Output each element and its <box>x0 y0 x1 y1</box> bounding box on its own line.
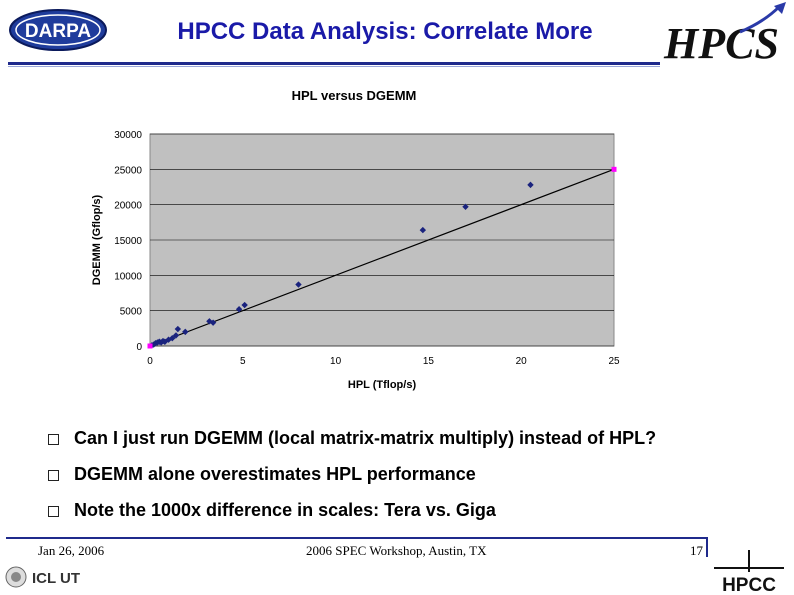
data-point-diamond <box>527 181 534 189</box>
bullet-list: Can I just run DGEMM (local matrix-matri… <box>48 424 788 532</box>
bullet-text: Note the 1000x difference in scales: Ter… <box>74 500 496 520</box>
x-axis-label: HPL (Tflop/s) <box>348 379 417 391</box>
x-tick-label: 20 <box>516 356 528 367</box>
data-point-diamond <box>462 203 469 210</box>
data-point-diamond <box>235 306 243 313</box>
hpcc-logo-text: HPCC <box>722 575 776 594</box>
y-tick-label: 25000 <box>114 165 142 176</box>
y-tick-label: 10000 <box>114 271 142 282</box>
x-tick-label: 10 <box>330 356 342 367</box>
bullet-marker <box>48 434 59 445</box>
darpa-logo: DARPA <box>9 9 107 51</box>
x-tick-label: 5 <box>240 356 246 367</box>
footer-rule-vertical <box>706 537 708 557</box>
y-tick-label: 0 <box>136 342 142 353</box>
data-point-diamond <box>295 281 302 288</box>
data-point-diamond <box>172 332 180 339</box>
bullet-text: DGEMM alone overestimates HPL performanc… <box>74 464 476 484</box>
hpcc-logo: HPCC <box>714 550 784 594</box>
x-tick-label: 25 <box>608 356 620 367</box>
title-rule <box>8 62 660 65</box>
y-tick-label: 20000 <box>114 201 142 212</box>
slide-title: HPCC Data Analysis: Correlate More <box>177 18 593 45</box>
bullet-marker <box>48 470 59 481</box>
x-tick-label: 15 <box>423 356 435 367</box>
data-point-square <box>147 343 153 349</box>
y-tick-label: 15000 <box>114 236 142 247</box>
x-tick-labels: 0 5 10 15 20 25 <box>147 356 620 367</box>
footer-event: 2006 SPEC Workshop, Austin, TX <box>306 543 487 558</box>
data-point-diamond <box>169 335 176 342</box>
bullet-text: Can I just run DGEMM (local matrix-matri… <box>74 428 657 448</box>
data-point-diamond <box>165 336 172 343</box>
bullet-item: DGEMM alone overestimates HPL performanc… <box>48 460 788 496</box>
chart-area: HPL versus DGEMM 0 5000 10000 15000 20000 250… <box>80 80 640 400</box>
bullet-item: Note the 1000x difference in scales: Ter… <box>48 496 788 532</box>
data-point-diamond <box>206 318 213 325</box>
footer-date: Jan 26, 2006 <box>38 543 105 558</box>
slide-header: DARPA HPCC Data Analysis: Correlate More… <box>0 0 794 70</box>
footer-rule <box>6 537 706 539</box>
y-tick-label: 30000 <box>114 130 142 141</box>
data-point-square <box>611 166 617 172</box>
data-points <box>147 166 617 349</box>
x-tick-label: 0 <box>147 356 153 367</box>
icl-logo-text: ICL UT <box>32 570 80 587</box>
darpa-logo-text: DARPA <box>25 21 91 42</box>
hpcs-logo-text: HPCS <box>663 19 779 68</box>
title-rule-thin <box>8 66 660 67</box>
trendline <box>149 168 615 347</box>
y-tick-labels: 0 5000 10000 15000 20000 25000 30000 <box>114 130 142 353</box>
bullet-item: Can I just run DGEMM (local matrix-matri… <box>48 424 788 460</box>
y-axis-label: DGEMM (Gflop/s) <box>91 194 103 285</box>
icl-logo: ICL UT <box>5 566 80 588</box>
hpl-vs-dgemm-chart: HPL versus DGEMM 05000100001500020000250… <box>91 88 620 391</box>
page-number: 17 <box>690 543 703 558</box>
y-tick-label: 5000 <box>120 307 143 318</box>
data-point-diamond <box>174 325 182 333</box>
data-point-diamond <box>161 338 169 345</box>
hpcs-logo: HPCS <box>663 2 786 68</box>
chart-title: HPL versus DGEMM <box>292 88 417 103</box>
gridlines <box>150 133 614 347</box>
data-point-diamond <box>419 226 427 234</box>
data-point-diamond <box>209 319 217 326</box>
bullet-marker <box>48 506 59 517</box>
